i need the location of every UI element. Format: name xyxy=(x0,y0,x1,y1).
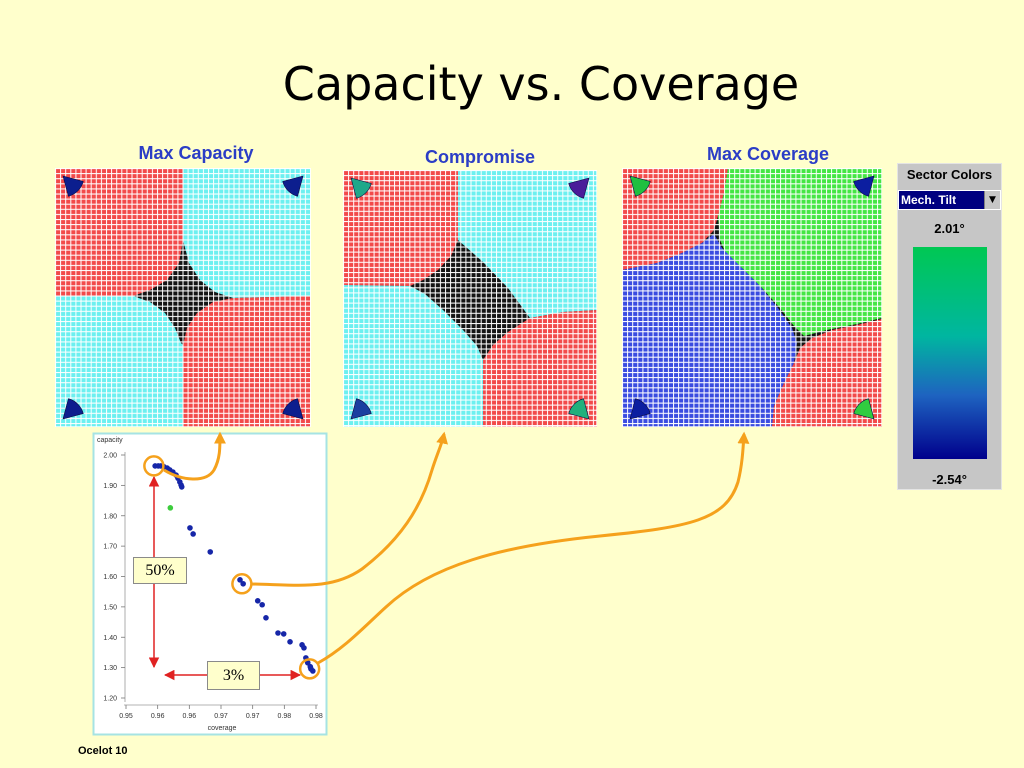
antenna-sector-icon xyxy=(62,398,84,420)
x-tick-label: 0.96 xyxy=(151,713,165,720)
legend-min-value: -2.54° xyxy=(932,472,967,487)
data-point xyxy=(240,580,246,587)
data-point xyxy=(301,645,307,651)
data-point xyxy=(275,630,281,636)
data-point xyxy=(259,601,265,608)
x-tick-label: 0.96 xyxy=(183,713,197,720)
highlight-rings xyxy=(143,455,321,680)
data-point xyxy=(237,577,243,583)
connector-max-capacity xyxy=(163,431,226,481)
mesh-overlay xyxy=(343,170,597,427)
legend-color-bar xyxy=(913,247,987,459)
data-point xyxy=(207,549,214,555)
y-tick-label: 1.80 xyxy=(103,513,117,520)
coverage-gain-label: 3% xyxy=(207,661,260,690)
panel-label-max-coverage: Max Coverage xyxy=(706,144,830,164)
y-axis-title: capacity xyxy=(97,437,123,444)
coverage-maps xyxy=(55,168,882,427)
data-point xyxy=(178,484,185,490)
coverage-map-2 xyxy=(343,170,597,427)
antenna-sector-icon xyxy=(568,398,590,420)
antenna-sector-icon xyxy=(350,177,372,199)
antenna-sector-icon xyxy=(853,398,875,420)
map-border xyxy=(343,170,597,427)
data-point xyxy=(187,525,193,531)
antenna-sector-icon xyxy=(282,398,304,420)
data-point xyxy=(263,615,269,621)
mesh-overlay xyxy=(622,168,882,427)
slide-footer: Ocelot 10 xyxy=(78,745,128,757)
mesh-overlay xyxy=(55,168,311,427)
panel-label-max-capacity: Max Capacity xyxy=(138,143,254,163)
legend-max-value: 2.01° xyxy=(934,221,965,236)
x-tick-label: 0.97 xyxy=(246,713,260,720)
connector-max-coverage xyxy=(317,431,750,665)
data-points xyxy=(152,463,316,674)
x-tick-label: 0.97 xyxy=(214,713,228,720)
connector-lines xyxy=(163,431,750,665)
antenna-sector-icon xyxy=(350,398,372,420)
map-border xyxy=(55,168,311,427)
map-border xyxy=(622,168,882,427)
antenna-sector-icon xyxy=(282,175,304,197)
data-point xyxy=(310,668,316,674)
dropdown-selected-value[interactable]: Mech. Tilt xyxy=(899,191,984,209)
y-tick-label: 1.60 xyxy=(103,574,117,581)
coverage-map-3 xyxy=(622,168,882,427)
data-point xyxy=(280,631,287,637)
connector-compromise xyxy=(251,431,448,587)
capacity-gain-label: 50% xyxy=(133,557,187,584)
y-tick-label: 1.50 xyxy=(103,604,117,611)
legend-title: Sector Colors xyxy=(906,167,993,182)
legend-parameter-dropdown[interactable]: Mech. Tilt ▼ xyxy=(898,190,1001,210)
x-tick-label: 0.98 xyxy=(278,713,292,720)
sector-colors-legend: Sector Colors Mech. Tilt ▼ 2.01° -2.54° xyxy=(897,163,1002,490)
x-axis-title: coverage xyxy=(208,725,237,732)
highlight-ring xyxy=(231,573,253,595)
y-tick-label: 1.30 xyxy=(103,665,117,672)
y-tick-label: 1.70 xyxy=(103,544,117,551)
antenna-sector-icon xyxy=(629,175,651,197)
y-tick-label: 1.90 xyxy=(103,483,117,490)
data-point xyxy=(190,531,196,537)
data-point xyxy=(287,639,293,645)
y-tick-label: 2.00 xyxy=(103,453,117,460)
highlight-ring xyxy=(298,658,321,680)
antenna-sector-icon xyxy=(62,175,84,197)
x-tick-label: 0.98 xyxy=(309,713,323,720)
y-tick-label: 1.40 xyxy=(103,635,117,642)
antenna-sector-icon xyxy=(629,398,651,420)
x-tick-label: 0.95 xyxy=(119,713,133,720)
antenna-sector-icon xyxy=(568,177,590,199)
data-point xyxy=(254,598,261,604)
axis-ticks: 2.00 1.90 1.80 1.70 1.60 1.50 1.40 1.30 1.20 0.95… xyxy=(103,453,323,721)
y-tick-label: 1.20 xyxy=(103,696,117,703)
slide-title: Capacity vs. Coverage xyxy=(282,57,800,111)
highlighted-data-point xyxy=(167,505,174,511)
highlight-ring xyxy=(143,455,165,477)
coverage-map-1 xyxy=(55,168,311,427)
antenna-sector-icon xyxy=(853,175,875,197)
chevron-down-icon[interactable]: ▼ xyxy=(984,191,1000,209)
panel-label-compromise: Compromise xyxy=(424,147,536,167)
